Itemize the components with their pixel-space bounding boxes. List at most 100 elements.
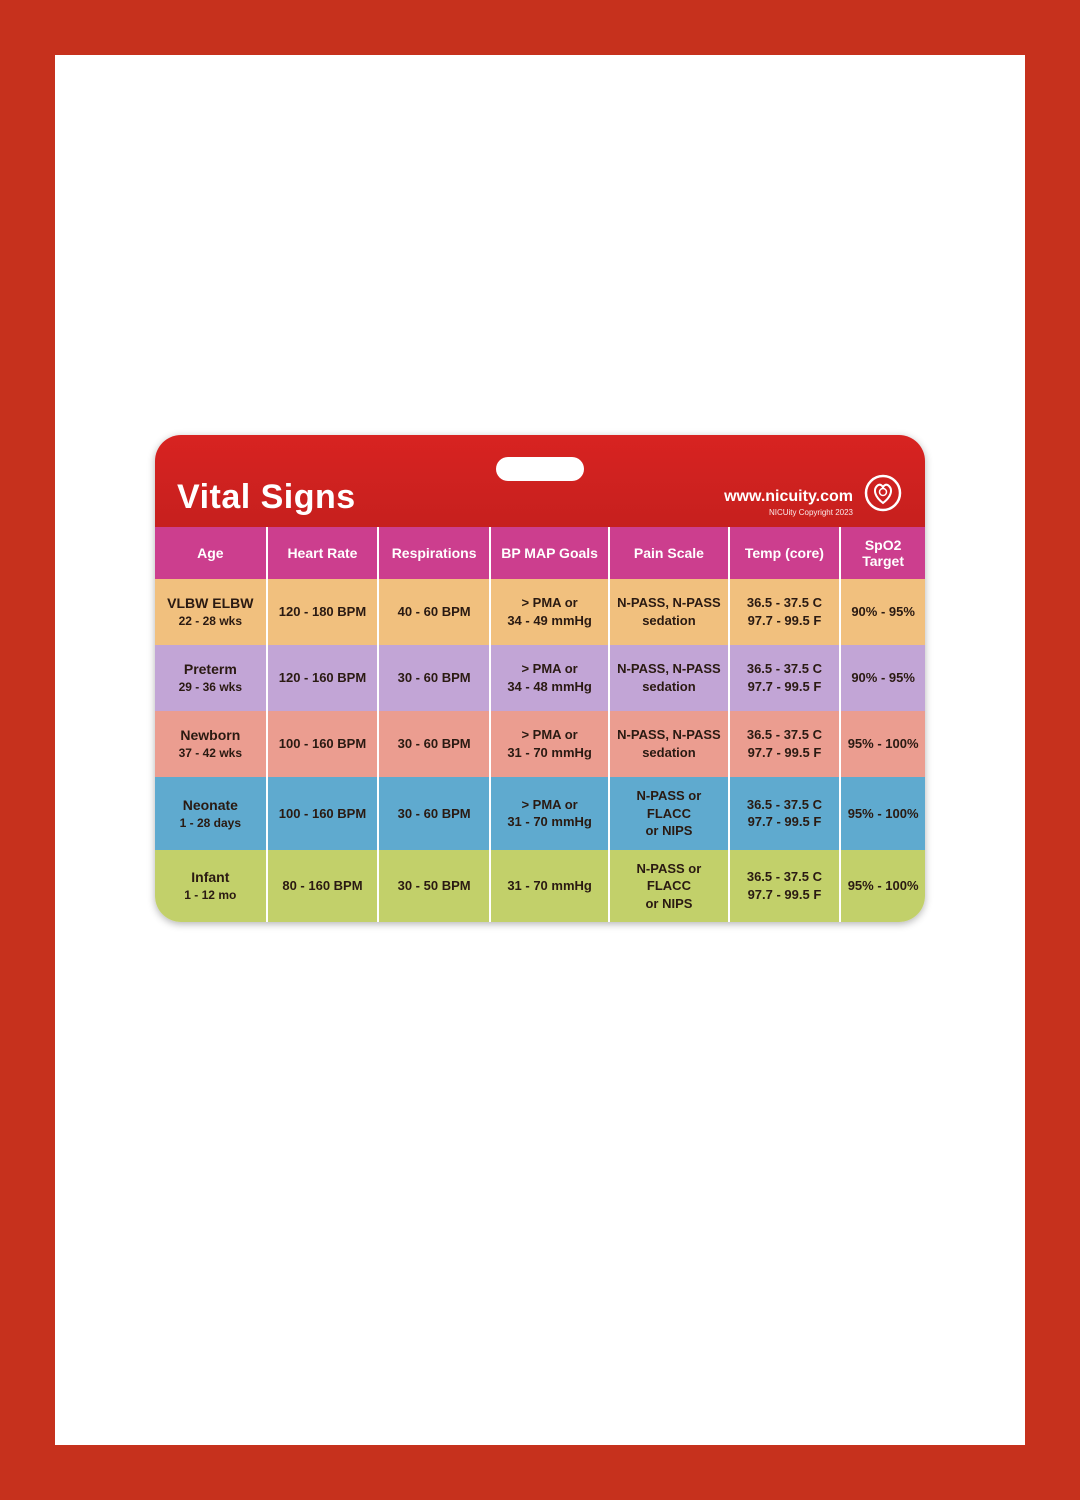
column-header: Respirations: [378, 527, 490, 579]
pain-scale-cell-line2: sedation: [616, 612, 721, 630]
column-header: Temp (core): [729, 527, 841, 579]
header-right: www.nicuity.com NICUity Copyright 2023: [724, 473, 903, 517]
age-label: Infant: [161, 868, 260, 887]
temp-cell-line2: 97.7 - 99.5 F: [736, 813, 834, 831]
pain-scale-cell-line1: N-PASS, N-PASS: [616, 594, 721, 612]
pain-scale-cell-line2: sedation: [616, 678, 721, 696]
table-row: Preterm29 - 36 wks120 - 160 BPM30 - 60 B…: [155, 645, 925, 711]
bp-map-cell: 31 - 70 mmHg: [490, 850, 609, 923]
pain-scale-cell-line1: N-PASS or FLACC: [616, 860, 721, 895]
temp-cell-line2: 97.7 - 99.5 F: [736, 678, 834, 696]
age-label: VLBW ELBW: [161, 594, 260, 613]
card-title: Vital Signs: [177, 478, 724, 517]
spo2-cell: 95% - 100%: [840, 850, 925, 923]
pain-scale-cell: N-PASS, N-PASSsedation: [609, 711, 728, 777]
age-cell: Preterm29 - 36 wks: [155, 645, 267, 711]
column-header: SpO2 Target: [840, 527, 925, 579]
badge-slot: [496, 457, 584, 481]
table-head: AgeHeart RateRespirationsBP MAP GoalsPai…: [155, 527, 925, 579]
respirations-cell: 30 - 50 BPM: [378, 850, 490, 923]
column-header: BP MAP Goals: [490, 527, 609, 579]
spo2-cell: 95% - 100%: [840, 777, 925, 850]
pain-scale-cell: N-PASS or FLACCor NIPS: [609, 850, 728, 923]
bp-map-cell: > PMA or31 - 70 mmHg: [490, 711, 609, 777]
product-frame: Vital Signs www.nicuity.com NICUity Copy…: [55, 55, 1025, 1445]
bp-map-cell-line2: 34 - 49 mmHg: [497, 612, 602, 630]
column-header: Age: [155, 527, 267, 579]
temp-cell: 36.5 - 37.5 C97.7 - 99.5 F: [729, 711, 841, 777]
bp-map-cell-line1: > PMA or: [497, 660, 602, 678]
heart-rate-cell: 120 - 180 BPM: [267, 579, 379, 645]
respirations-cell: 40 - 60 BPM: [378, 579, 490, 645]
temp-cell: 36.5 - 37.5 C97.7 - 99.5 F: [729, 645, 841, 711]
pain-scale-cell: N-PASS, N-PASSsedation: [609, 579, 728, 645]
age-range: 1 - 12 mo: [161, 887, 260, 903]
age-range: 1 - 28 days: [161, 815, 260, 831]
bp-map-cell-line2: 34 - 48 mmHg: [497, 678, 602, 696]
column-header: Heart Rate: [267, 527, 379, 579]
heart-rate-cell: 80 - 160 BPM: [267, 850, 379, 923]
respirations-cell: 30 - 60 BPM: [378, 777, 490, 850]
age-label: Preterm: [161, 660, 260, 679]
bp-map-cell-line1: > PMA or: [497, 594, 602, 612]
pain-scale-cell-line1: N-PASS, N-PASS: [616, 726, 721, 744]
pain-scale-cell-line2: or NIPS: [616, 822, 721, 840]
pain-scale-cell-line1: N-PASS or FLACC: [616, 787, 721, 822]
bp-map-cell-line1: > PMA or: [497, 726, 602, 744]
heart-logo-icon: [863, 473, 903, 513]
bp-map-cell-line1: > PMA or: [497, 796, 602, 814]
age-cell: Newborn37 - 42 wks: [155, 711, 267, 777]
heart-rate-cell: 120 - 160 BPM: [267, 645, 379, 711]
pain-scale-cell-line2: or NIPS: [616, 895, 721, 913]
bp-map-cell-line2: 31 - 70 mmHg: [497, 813, 602, 831]
header-row: AgeHeart RateRespirationsBP MAP GoalsPai…: [155, 527, 925, 579]
temp-cell-line1: 36.5 - 37.5 C: [736, 660, 834, 678]
spo2-cell: 95% - 100%: [840, 711, 925, 777]
temp-cell-line1: 36.5 - 37.5 C: [736, 796, 834, 814]
temp-cell-line2: 97.7 - 99.5 F: [736, 612, 834, 630]
column-header: Pain Scale: [609, 527, 728, 579]
card-header: Vital Signs www.nicuity.com NICUity Copy…: [155, 435, 925, 527]
pain-scale-cell: N-PASS, N-PASSsedation: [609, 645, 728, 711]
table-row: Infant1 - 12 mo80 - 160 BPM30 - 50 BPM31…: [155, 850, 925, 923]
temp-cell-line1: 36.5 - 37.5 C: [736, 868, 834, 886]
reference-card: Vital Signs www.nicuity.com NICUity Copy…: [155, 435, 925, 922]
age-cell: Neonate1 - 28 days: [155, 777, 267, 850]
heart-rate-cell: 100 - 160 BPM: [267, 777, 379, 850]
bp-map-cell: > PMA or31 - 70 mmHg: [490, 777, 609, 850]
pain-scale-cell: N-PASS or FLACCor NIPS: [609, 777, 728, 850]
temp-cell: 36.5 - 37.5 C97.7 - 99.5 F: [729, 579, 841, 645]
age-range: 37 - 42 wks: [161, 745, 260, 761]
respirations-cell: 30 - 60 BPM: [378, 645, 490, 711]
age-cell: VLBW ELBW22 - 28 wks: [155, 579, 267, 645]
heart-rate-cell: 100 - 160 BPM: [267, 711, 379, 777]
spo2-cell: 90% - 95%: [840, 579, 925, 645]
pain-scale-cell-line2: sedation: [616, 744, 721, 762]
table-row: Neonate1 - 28 days100 - 160 BPM30 - 60 B…: [155, 777, 925, 850]
spo2-cell: 90% - 95%: [840, 645, 925, 711]
vital-signs-table: AgeHeart RateRespirationsBP MAP GoalsPai…: [155, 527, 925, 922]
age-range: 22 - 28 wks: [161, 613, 260, 629]
table-row: VLBW ELBW22 - 28 wks120 - 180 BPM40 - 60…: [155, 579, 925, 645]
bp-map-cell: > PMA or34 - 49 mmHg: [490, 579, 609, 645]
copyright-text: NICUity Copyright 2023: [724, 508, 853, 517]
pain-scale-cell-line1: N-PASS, N-PASS: [616, 660, 721, 678]
age-range: 29 - 36 wks: [161, 679, 260, 695]
temp-cell-line1: 36.5 - 37.5 C: [736, 594, 834, 612]
temp-cell-line1: 36.5 - 37.5 C: [736, 726, 834, 744]
respirations-cell: 30 - 60 BPM: [378, 711, 490, 777]
bp-map-cell: > PMA or34 - 48 mmHg: [490, 645, 609, 711]
table-body: VLBW ELBW22 - 28 wks120 - 180 BPM40 - 60…: [155, 579, 925, 922]
url-block: www.nicuity.com NICUity Copyright 2023: [724, 488, 853, 517]
age-label: Neonate: [161, 796, 260, 815]
temp-cell-line2: 97.7 - 99.5 F: [736, 886, 834, 904]
age-label: Newborn: [161, 726, 260, 745]
temp-cell: 36.5 - 37.5 C97.7 - 99.5 F: [729, 850, 841, 923]
temp-cell-line2: 97.7 - 99.5 F: [736, 744, 834, 762]
bp-map-cell-line2: 31 - 70 mmHg: [497, 744, 602, 762]
website-url: www.nicuity.com: [724, 488, 853, 506]
temp-cell: 36.5 - 37.5 C97.7 - 99.5 F: [729, 777, 841, 850]
table-row: Newborn37 - 42 wks100 - 160 BPM30 - 60 B…: [155, 711, 925, 777]
age-cell: Infant1 - 12 mo: [155, 850, 267, 923]
bp-map-cell-line1: 31 - 70 mmHg: [497, 877, 602, 895]
